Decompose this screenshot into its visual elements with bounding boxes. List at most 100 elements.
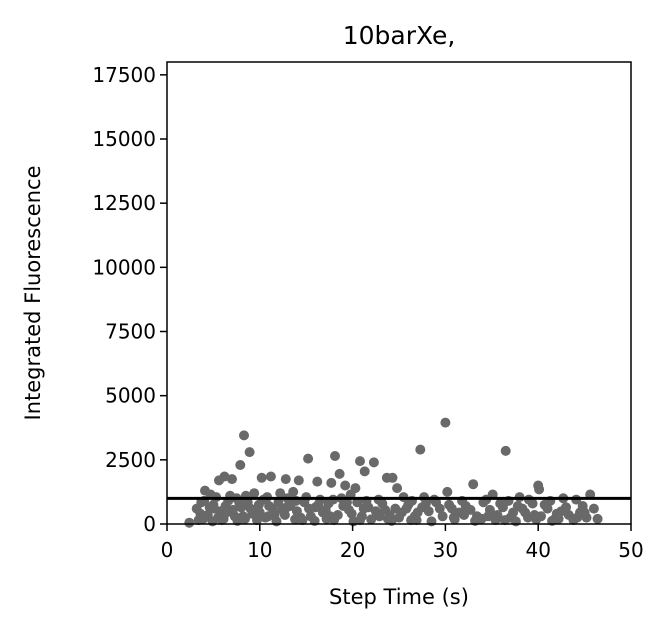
data-point	[374, 511, 385, 522]
data-point	[382, 513, 393, 524]
data-point	[326, 477, 337, 488]
data-point	[252, 515, 262, 526]
x-tick-label: 40	[525, 538, 550, 562]
data-point	[500, 445, 511, 456]
data-point	[468, 479, 479, 490]
x-axis-label: Step Time (s)	[329, 585, 469, 609]
data-point	[392, 483, 403, 494]
data-point	[297, 515, 308, 526]
y-axis-label: Integrated Fluorescence	[21, 166, 45, 421]
data-point	[312, 476, 323, 487]
data-point	[330, 451, 340, 461]
data-point	[534, 484, 545, 495]
data-point	[572, 512, 583, 523]
data-point	[240, 513, 250, 524]
data-point	[340, 480, 351, 491]
data-point	[198, 513, 209, 524]
x-tick-label: 0	[161, 538, 174, 562]
data-point	[561, 502, 571, 513]
data-point	[434, 503, 445, 514]
chart-title: 10barXe,	[343, 21, 456, 50]
data-point	[368, 457, 379, 468]
data-point	[256, 472, 267, 483]
data-point	[592, 513, 603, 524]
x-tick-label: 50	[618, 538, 643, 562]
data-point	[459, 510, 469, 520]
data-point	[280, 474, 291, 485]
data-point	[265, 471, 276, 482]
y-tick-label: 15000	[92, 127, 156, 151]
data-point	[355, 515, 365, 526]
data-point	[437, 511, 448, 522]
data-point	[448, 512, 459, 523]
data-point	[444, 499, 455, 510]
data-point	[539, 499, 550, 510]
y-tick-label: 2500	[105, 448, 156, 472]
y-tick-label: 5000	[105, 384, 156, 408]
data-point	[293, 475, 304, 486]
data-point	[263, 511, 274, 522]
data-point	[220, 501, 231, 511]
data-point	[415, 444, 426, 455]
y-tick-label: 7500	[105, 320, 156, 344]
data-point	[366, 514, 377, 525]
y-tick-label: 0	[143, 512, 156, 536]
data-point	[216, 515, 227, 526]
data-point	[476, 513, 487, 524]
y-axis-ticks: 0 2500 5000 7500 10000 12500 15000 17500	[92, 63, 167, 536]
data-point	[411, 515, 422, 526]
data-point	[303, 453, 314, 464]
data-point	[553, 513, 564, 524]
data-point	[358, 503, 369, 514]
data-point	[510, 516, 521, 527]
x-tick-label: 10	[247, 538, 272, 562]
data-point	[588, 503, 599, 514]
data-point	[440, 417, 451, 428]
data-point	[523, 512, 533, 523]
data-point	[394, 512, 404, 523]
data-point	[235, 460, 246, 470]
data-point	[359, 466, 370, 477]
plot-frame	[166, 61, 632, 525]
data-point	[239, 430, 249, 441]
data-point	[254, 507, 265, 518]
data-point	[508, 507, 519, 518]
data-point	[387, 472, 398, 483]
data-point	[346, 508, 357, 519]
y-tick-label: 17500	[92, 63, 156, 87]
data-point	[275, 488, 286, 499]
data-point	[244, 447, 255, 458]
data-point	[227, 504, 238, 515]
x-axis-ticks: 0 10 20 30 40 50	[161, 524, 644, 562]
data-point	[423, 506, 434, 517]
data-point	[355, 456, 365, 467]
data-point	[401, 503, 412, 514]
y-tick-label: 12500	[92, 191, 156, 215]
x-tick-label: 30	[433, 538, 458, 562]
data-point	[517, 503, 528, 514]
data-point	[264, 501, 275, 511]
data-point	[227, 474, 237, 485]
data-point	[249, 488, 260, 499]
data-point	[313, 499, 324, 510]
data-point	[420, 498, 431, 509]
data-point	[321, 513, 332, 524]
data-point	[204, 502, 215, 513]
data-point	[412, 507, 423, 518]
data-point	[499, 515, 510, 526]
data-point	[442, 486, 453, 497]
data-point	[184, 517, 195, 528]
x-tick-label: 20	[340, 538, 365, 562]
data-point	[281, 502, 292, 513]
data-point	[234, 498, 245, 509]
data-point	[579, 507, 590, 518]
data-point	[495, 498, 506, 509]
data-point	[426, 516, 437, 527]
data-point	[245, 503, 256, 514]
data-point	[334, 468, 345, 479]
data-point	[304, 503, 314, 514]
data-point	[214, 475, 224, 486]
y-tick-label: 10000	[92, 255, 156, 279]
